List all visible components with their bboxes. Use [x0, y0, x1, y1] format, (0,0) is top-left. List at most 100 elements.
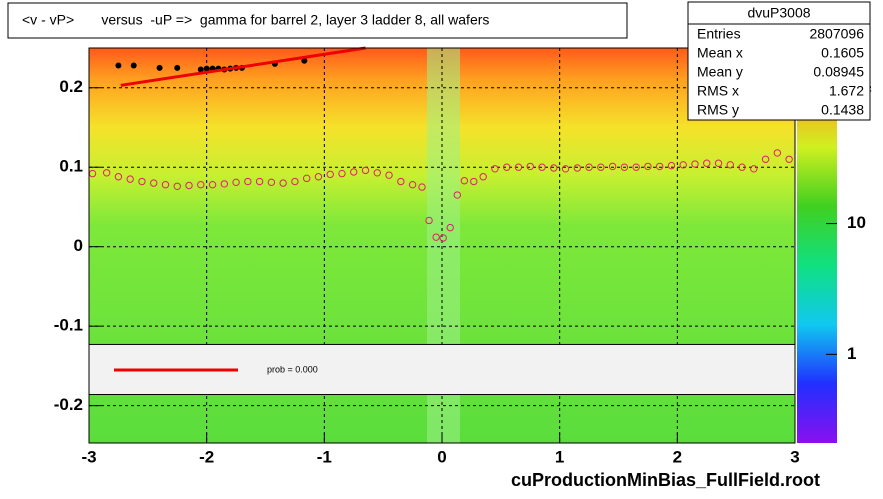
profile-point [102, 169, 111, 177]
profile-point [460, 177, 469, 185]
profile-point [608, 162, 617, 171]
profile-point [350, 168, 358, 176]
stats-value: 0.08945 [813, 64, 864, 80]
profile-point [479, 173, 487, 181]
legend-label: prob = 0.000 [267, 364, 318, 374]
profile-point [773, 149, 782, 157]
stats-box [687, 1, 871, 121]
profile-point [644, 162, 652, 171]
profile-point [425, 216, 433, 225]
profile-point [453, 191, 461, 199]
y-tick-label: 0.1 [59, 157, 83, 176]
profile-point [291, 177, 299, 186]
x-tick-label: -2 [199, 447, 214, 466]
title-box [7, 2, 628, 39]
y-tick-label: -0.2 [54, 395, 83, 414]
profile-point [244, 177, 252, 186]
profile-point [185, 181, 193, 190]
profile-point [491, 165, 499, 173]
profile-point [550, 164, 558, 172]
profile-point [691, 160, 699, 168]
profile-point [446, 223, 454, 232]
profile-point [338, 169, 346, 178]
stats-label: RMS y [697, 102, 739, 118]
point [174, 64, 181, 71]
profile-point [514, 163, 523, 171]
stats-label: Mean y [697, 64, 743, 80]
profile-point [632, 163, 640, 171]
profile-point [597, 163, 605, 171]
profile-point [150, 179, 158, 187]
point [301, 57, 308, 64]
point [156, 64, 163, 71]
profile-point [714, 159, 723, 167]
stats-value: 2807096 [809, 26, 864, 42]
y-tick-label: 0 [74, 236, 83, 255]
profile-point [538, 163, 546, 171]
z-tick-label: 10 [847, 213, 866, 232]
profile-point [726, 161, 734, 169]
point [115, 62, 122, 69]
x-tick-label: -3 [81, 447, 96, 466]
profile-point [585, 163, 593, 171]
profile-point [173, 182, 181, 190]
stats-value: 1.672 [829, 83, 864, 99]
profile-point [418, 183, 426, 191]
profile-point [126, 175, 134, 183]
fit-line [120, 46, 366, 87]
profile-point [161, 181, 170, 189]
profile-point [655, 162, 664, 171]
x-tick-label: -1 [317, 447, 332, 466]
profile-point [314, 173, 323, 181]
profile-point [573, 164, 582, 172]
profile-point [439, 234, 447, 242]
y-tick-label: 0.2 [59, 77, 83, 96]
profile-point [114, 173, 123, 181]
point [197, 66, 204, 73]
x-tick-label: 2 [673, 447, 682, 466]
profile-point [279, 179, 287, 187]
profile-point [761, 155, 770, 163]
profile-point [679, 161, 687, 169]
profile-point [326, 170, 334, 179]
profile-point [785, 155, 793, 163]
point [130, 62, 137, 69]
profile-point [470, 177, 478, 186]
profile-point [208, 181, 217, 189]
footer: cuProductionMinBias_FullField.root [511, 470, 820, 490]
profile-point [738, 163, 746, 171]
profile-point [361, 166, 370, 175]
profile-point [138, 177, 146, 186]
profile-point [432, 233, 440, 241]
profile-point [267, 178, 276, 187]
x-tick-label: 0 [437, 447, 446, 466]
x-tick-label: 3 [790, 447, 799, 466]
profile-point [220, 180, 229, 188]
stats-value: 0.1438 [821, 102, 864, 118]
profile-point [373, 169, 381, 177]
x-tick-label: 1 [555, 447, 564, 466]
profile-point [667, 161, 676, 170]
stats-title: dvuP3008 [747, 5, 810, 21]
stats-label: Mean x [697, 45, 743, 61]
stats-value: 0.1605 [821, 45, 864, 61]
plot-frame [88, 47, 796, 444]
profile-point [232, 178, 240, 187]
profile-point [408, 181, 417, 189]
point [203, 65, 210, 72]
profile-point [255, 177, 264, 186]
profile-point [750, 165, 758, 173]
profile-point [620, 163, 629, 171]
z-tick-label: 1 [847, 344, 856, 363]
profile-point [385, 171, 393, 179]
chart-title: <v - vP> versus -uP => gamma for barrel … [22, 12, 489, 28]
stats-label: RMS x [697, 83, 739, 99]
y-tick-label: -0.1 [54, 316, 83, 335]
profile-point [561, 165, 570, 173]
profile-point [503, 163, 511, 171]
profile-point [197, 181, 205, 189]
profile-point [703, 159, 711, 167]
stats-label: Entries [697, 26, 741, 42]
profile-point [302, 174, 311, 183]
